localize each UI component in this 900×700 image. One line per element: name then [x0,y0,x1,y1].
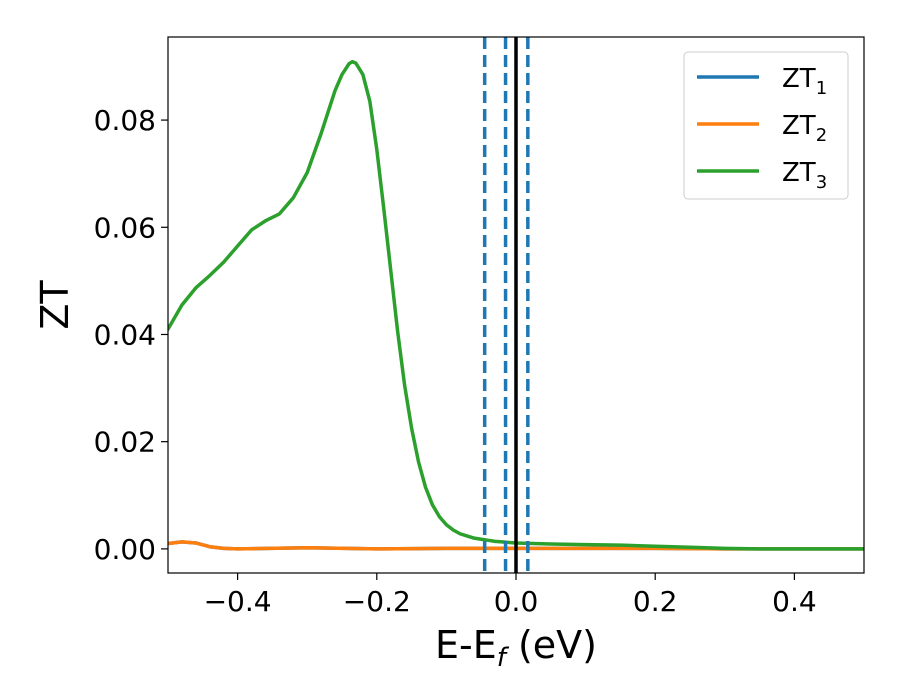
legend-label-1: ZT1 [782,64,827,99]
x-axis-label-main: E-E [435,623,497,667]
legend: ZT1 ZT2 ZT3 [683,51,849,200]
y-tick-label: 0.06 [94,211,156,244]
y-tick-label: 0.00 [94,533,156,566]
legend-label-3: ZT3 [782,158,827,193]
series-layer [168,59,864,551]
x-tick-label: 0.4 [772,585,817,618]
series-line-3 [168,59,864,551]
x-tick-label: −0.2 [343,585,411,618]
x-tick-label: 0.0 [494,585,539,618]
y-axis-ticks: 0.00 0.02 0.04 0.06 0.08 [94,104,168,566]
legend-box [683,51,849,200]
x-axis-label: E-Ef (eV) [435,623,597,673]
x-axis-ticks: −0.4 −0.2 0.0 0.2 0.4 [204,573,817,618]
x-axis-label-unit: (eV) [506,623,597,667]
y-tick-label: 0.04 [94,318,156,351]
y-tick-label: 0.02 [94,426,156,459]
vline-layer [482,37,530,573]
legend-label-2: ZT2 [782,111,827,146]
x-tick-label: 0.2 [633,585,678,618]
x-tick-label: −0.4 [204,585,272,618]
y-axis-label: ZT [33,280,77,330]
y-tick-label: 0.08 [94,104,156,137]
